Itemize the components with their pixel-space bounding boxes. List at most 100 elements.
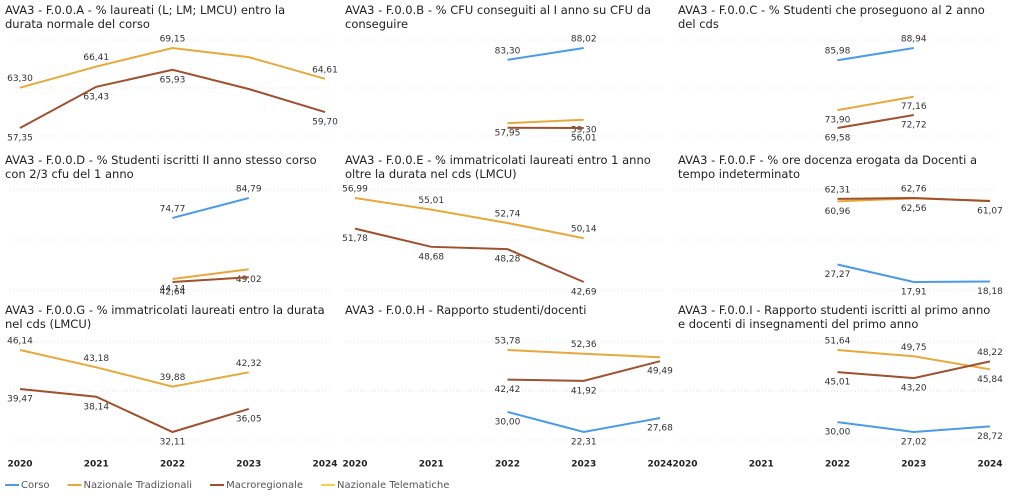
value-label: 88,02 <box>571 35 597 45</box>
value-label: 59,70 <box>312 118 338 128</box>
value-label: 22,31 <box>571 438 597 448</box>
value-label: 27,68 <box>647 424 673 434</box>
chart-title: AVA3 - F.0.0.E - % immatricolati laureat… <box>345 153 651 181</box>
value-label: 17,91 <box>901 288 927 298</box>
value-label: 48,22 <box>977 348 1003 358</box>
x-tick-label: 2021 <box>419 460 444 470</box>
x-tick-label: 2020 <box>7 460 32 470</box>
value-label: 69,15 <box>160 35 186 45</box>
value-label: 48,68 <box>418 252 444 262</box>
series-line <box>837 114 914 129</box>
value-label: 55,01 <box>418 196 444 206</box>
x-tick-label: 2024 <box>977 460 1002 470</box>
value-label: 63,43 <box>83 92 109 102</box>
value-label: 48,28 <box>495 255 521 265</box>
value-label: 59,30 <box>571 125 597 135</box>
series-line <box>354 227 585 283</box>
value-label: 83,30 <box>495 46 521 56</box>
series-line <box>507 410 661 434</box>
value-label: 61,07 <box>977 207 1003 217</box>
legend-label: Nazionale Tradizionali <box>84 480 193 491</box>
value-label: 27,27 <box>825 270 851 280</box>
chart-title: AVA3 - F.0.0.G - % immatricolati laureat… <box>5 303 325 331</box>
series-line <box>354 197 584 240</box>
value-label: 66,41 <box>83 53 109 63</box>
x-tick-label: 2022 <box>825 460 850 470</box>
value-label: 77,16 <box>901 102 927 112</box>
series-line <box>837 360 991 380</box>
series-line <box>172 276 249 283</box>
series-line <box>837 263 991 284</box>
value-label: 85,98 <box>825 47 851 57</box>
value-label: 30,00 <box>495 417 521 427</box>
value-label: 62,31 <box>825 185 851 195</box>
value-label: 18,18 <box>977 287 1003 297</box>
value-label: 39,47 <box>7 394 33 404</box>
x-tick-label: 2022 <box>495 460 520 470</box>
x-tick-label: 2020 <box>342 460 367 470</box>
value-label: 73,90 <box>825 116 851 126</box>
value-label: 27,02 <box>901 438 927 448</box>
chart-title: AVA3 - F.0.0.B - % CFU conseguiti al I a… <box>345 3 652 31</box>
x-tick-label: 2023 <box>236 460 261 470</box>
series-line <box>507 349 661 359</box>
value-label: 50,14 <box>571 225 597 235</box>
value-label: 72,72 <box>901 121 927 131</box>
value-label: 63,30 <box>7 74 33 84</box>
series-line <box>507 47 584 61</box>
series-line <box>837 349 991 371</box>
value-label: 42,32 <box>236 359 262 369</box>
value-label: 56,99 <box>342 185 368 195</box>
value-label: 57,95 <box>495 129 521 139</box>
value-label: 28,72 <box>977 432 1003 442</box>
series-line <box>19 46 326 89</box>
legend-label: Corso <box>21 480 50 491</box>
value-label: 53,78 <box>495 337 521 347</box>
value-label: 39,88 <box>160 373 186 383</box>
series-line <box>172 197 250 219</box>
chart-title: AVA3 - F.0.0.D - % Studenti iscritti II … <box>5 153 317 181</box>
value-label: 51,78 <box>342 234 368 244</box>
value-label: 49,75 <box>901 343 927 353</box>
value-label: 51,64 <box>825 337 851 347</box>
value-label: 42,69 <box>571 288 597 298</box>
series-line <box>837 95 914 112</box>
value-label: 43,20 <box>901 384 927 394</box>
value-label: 30,00 <box>825 428 851 438</box>
chart-title: AVA3 - F.0.0.F - % ore docenza erogata d… <box>678 153 978 181</box>
value-label: 44,14 <box>160 285 186 295</box>
value-label: 45,01 <box>825 378 851 388</box>
value-label: 62,56 <box>901 204 927 214</box>
series-line <box>507 118 584 125</box>
x-tick-label: 2021 <box>749 460 774 470</box>
value-label: 60,96 <box>825 207 851 217</box>
series-line <box>19 68 326 129</box>
value-label: 49,49 <box>647 367 673 377</box>
value-label: 65,93 <box>160 75 186 85</box>
series-line <box>172 268 249 281</box>
value-label: 69,58 <box>825 134 851 144</box>
legend-label: Macroregionale <box>226 480 303 491</box>
series-line <box>19 349 249 388</box>
value-label: 36,05 <box>236 414 262 424</box>
x-tick-label: 2023 <box>571 460 596 470</box>
x-tick-label: 2024 <box>312 460 337 470</box>
x-tick-label: 2023 <box>901 460 926 470</box>
chart-title: AVA3 - F.0.0.H - Rapporto studenti/docen… <box>345 303 587 317</box>
value-label: 84,79 <box>236 185 262 195</box>
chart-title: AVA3 - F.0.0.C - % Studenti che proseguo… <box>678 3 985 31</box>
value-label: 57,35 <box>7 134 33 144</box>
value-label: 62,76 <box>901 185 927 195</box>
x-tick-label: 2020 <box>672 460 697 470</box>
value-label: 42,64 <box>160 288 186 298</box>
value-label: 46,14 <box>7 337 33 347</box>
value-label: 64,61 <box>312 65 338 75</box>
series-line <box>507 360 661 382</box>
chart-title: AVA3 - F.0.0.A - % laureati (L; LM; LMCU… <box>5 3 286 31</box>
x-tick-label: 2021 <box>84 460 109 470</box>
series-line <box>837 47 914 62</box>
value-label: 74,77 <box>160 204 186 214</box>
value-label: 52,36 <box>571 340 597 350</box>
legend-label: Nazionale Telematiche <box>337 480 449 491</box>
